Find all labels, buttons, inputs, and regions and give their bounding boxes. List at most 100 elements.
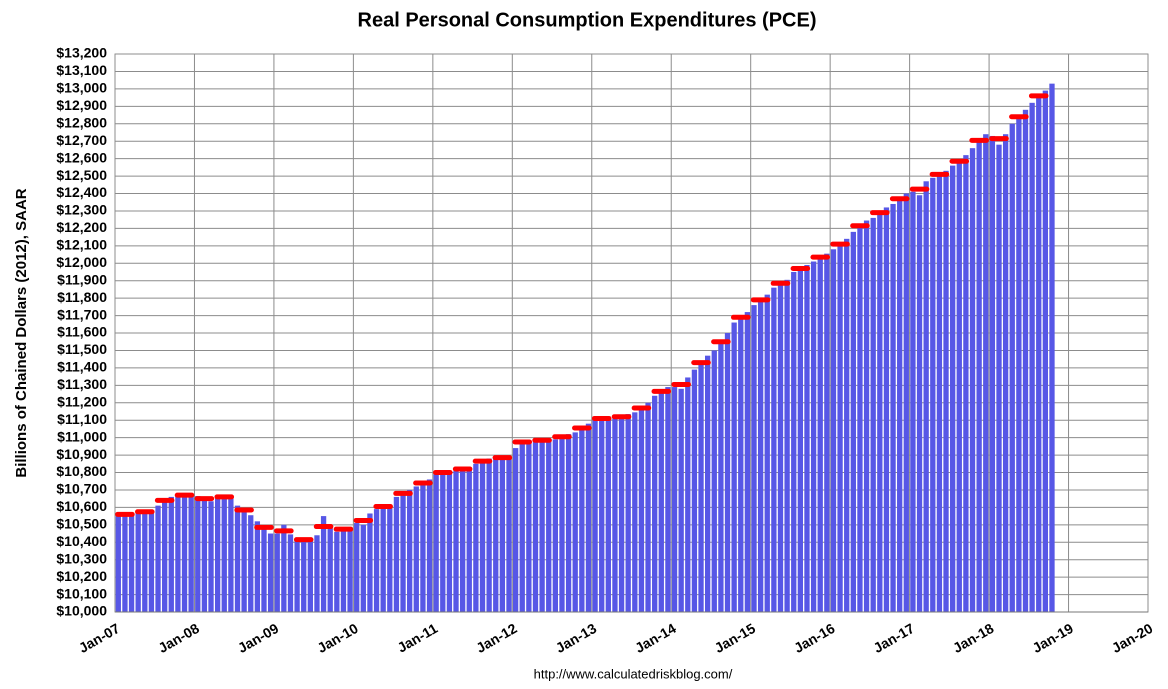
bar bbox=[440, 472, 446, 612]
bar bbox=[459, 469, 466, 612]
y-tick-label: $12,800 bbox=[56, 114, 107, 130]
bar bbox=[254, 521, 261, 612]
bar bbox=[857, 224, 863, 612]
bar bbox=[751, 305, 757, 612]
bar bbox=[360, 524, 366, 612]
bar bbox=[996, 144, 1002, 613]
bar bbox=[267, 533, 274, 612]
y-tick-label: $12,400 bbox=[56, 184, 107, 200]
bar bbox=[956, 162, 962, 613]
bar bbox=[115, 516, 121, 612]
y-tick-label: $11,300 bbox=[57, 376, 107, 392]
bar bbox=[572, 432, 578, 612]
x-tick-label: Jan-17 bbox=[871, 620, 918, 656]
bar bbox=[671, 387, 678, 612]
bar bbox=[791, 271, 797, 612]
bar bbox=[989, 135, 996, 613]
bar bbox=[493, 458, 499, 612]
bar bbox=[923, 181, 929, 612]
bar bbox=[155, 505, 161, 612]
y-tick-label: $12,700 bbox=[56, 132, 107, 148]
bar bbox=[552, 439, 558, 612]
y-tick-label: $11,400 bbox=[57, 359, 107, 375]
bar bbox=[764, 294, 770, 612]
bar bbox=[585, 423, 592, 612]
y-tick-label: $10,100 bbox=[56, 585, 107, 601]
bar bbox=[612, 418, 618, 612]
bar bbox=[373, 509, 380, 612]
bar bbox=[1009, 123, 1015, 612]
bar bbox=[817, 256, 823, 612]
bar bbox=[393, 496, 400, 612]
bar bbox=[910, 191, 916, 612]
y-tick-label: $13,000 bbox=[56, 80, 107, 96]
y-tick-label: $12,000 bbox=[56, 254, 107, 270]
bar bbox=[122, 514, 128, 612]
bar bbox=[413, 486, 419, 612]
bar bbox=[916, 195, 923, 612]
x-tick-label: Jan-11 bbox=[394, 620, 440, 656]
bar bbox=[473, 463, 479, 612]
bar bbox=[532, 441, 539, 612]
bar bbox=[777, 282, 784, 612]
bar bbox=[188, 494, 194, 612]
bar bbox=[724, 333, 731, 612]
bar bbox=[830, 249, 837, 613]
x-tick-label: Jan-13 bbox=[553, 620, 600, 656]
bar bbox=[340, 528, 347, 612]
bar bbox=[426, 479, 433, 612]
x-tick-label: Jan-12 bbox=[473, 620, 520, 656]
bar bbox=[863, 220, 870, 612]
bar bbox=[181, 495, 188, 612]
bar bbox=[983, 134, 989, 612]
bar bbox=[148, 511, 155, 612]
bar bbox=[658, 391, 664, 612]
bar bbox=[665, 387, 671, 612]
y-tick-label: $12,500 bbox=[56, 167, 107, 183]
bar bbox=[347, 527, 353, 612]
bar bbox=[897, 198, 903, 612]
bar bbox=[234, 505, 241, 612]
bar bbox=[499, 457, 506, 612]
bar bbox=[294, 538, 300, 612]
bar bbox=[771, 287, 777, 612]
y-tick-label: $10,800 bbox=[56, 463, 107, 479]
y-tick-label: $10,400 bbox=[56, 533, 107, 549]
y-tick-label: $13,200 bbox=[56, 45, 107, 61]
bar bbox=[632, 412, 638, 612]
bar bbox=[731, 322, 737, 612]
y-tick-label: $11,700 bbox=[57, 306, 107, 322]
bar bbox=[479, 461, 486, 612]
bar bbox=[1029, 102, 1035, 612]
bar bbox=[1049, 83, 1055, 613]
x-tick-label: Jan-18 bbox=[950, 620, 997, 656]
bar bbox=[195, 496, 201, 612]
bar bbox=[128, 512, 135, 612]
bar bbox=[241, 509, 247, 612]
bar bbox=[625, 414, 631, 612]
bar bbox=[698, 364, 704, 612]
bar bbox=[652, 395, 658, 612]
y-tick-label: $10,300 bbox=[56, 550, 107, 566]
bar bbox=[1042, 90, 1049, 612]
bar bbox=[678, 388, 684, 612]
y-tick-label: $10,700 bbox=[56, 481, 107, 497]
chart-title: Real Personal Consumption Expenditures (… bbox=[358, 9, 817, 31]
bar bbox=[420, 482, 426, 612]
bar bbox=[976, 139, 982, 612]
bar bbox=[274, 533, 280, 612]
bar bbox=[718, 341, 724, 612]
bar bbox=[221, 495, 227, 612]
bar bbox=[512, 448, 519, 612]
bar bbox=[135, 512, 141, 612]
bar bbox=[691, 369, 698, 612]
y-tick-label: $12,200 bbox=[56, 219, 107, 235]
y-tick-label: $12,600 bbox=[56, 149, 107, 165]
bar bbox=[214, 498, 221, 612]
bar bbox=[320, 516, 327, 612]
bar bbox=[248, 515, 254, 612]
bar bbox=[387, 504, 393, 612]
bar bbox=[519, 441, 525, 612]
bar bbox=[287, 534, 294, 612]
